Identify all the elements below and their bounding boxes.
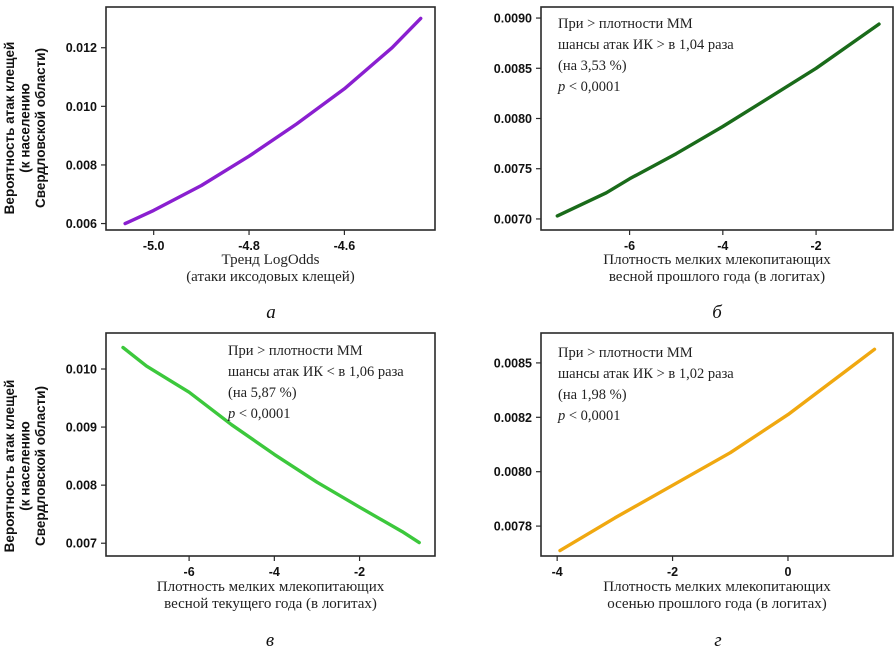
y-tick-label: 0.0090	[494, 12, 532, 26]
p-symbol: p	[557, 408, 565, 424]
panel-letter: а	[266, 302, 276, 323]
annotation-line: (на 1,98 %)	[558, 387, 627, 403]
p-threshold: < 0,0001	[565, 79, 620, 95]
panel-a: -5.0 -4.8 -4.6 0.006 0.008 0.010 0.012 Тренд Lo…	[2, 6, 436, 323]
y-axis-label-line: Вероятность атак клещей	[2, 42, 17, 215]
x-axis-label: (атаки иксодовых клещей)	[186, 269, 355, 285]
x-axis-label: весной прошлого года (в логитах)	[609, 269, 825, 285]
series-line	[121, 345, 421, 545]
annotation-line: (на 3,53 %)	[558, 58, 627, 74]
p-threshold: < 0,0001	[565, 408, 620, 424]
x-tick-label: -2	[811, 239, 822, 253]
annotation-line: шансы атак ИК < в 1,06 раза	[228, 364, 404, 380]
annotation-p-value: p < 0,0001	[557, 79, 621, 95]
y-tick-label: 0.009	[66, 421, 97, 435]
panel-letter: г	[714, 630, 721, 650]
x-tick-label: 0	[785, 565, 792, 579]
x-tick-label: -4	[552, 565, 563, 579]
p-symbol: p	[557, 79, 565, 95]
y-axis-label-line: (к населению	[18, 421, 33, 511]
x-tick-label: -6	[624, 239, 635, 253]
x-axis-label: весной текущего года (в логитах)	[164, 596, 377, 612]
p-symbol: p	[227, 406, 235, 422]
annotation-line: При > плотности ММ	[558, 345, 693, 361]
y-axis-label-line: Свердловской области)	[33, 386, 48, 546]
panel-v: -6 -4 -2 0.007 0.008 0.009 0.010 Плотность мелк…	[2, 332, 436, 650]
annotation-line: При > плотности ММ	[228, 343, 363, 359]
annotation-p-value: p < 0,0001	[227, 406, 291, 422]
y-tick-label: 0.008	[66, 479, 97, 493]
y-tick-label: 0.008	[66, 158, 97, 172]
y-tick-label: 0.010	[66, 100, 97, 114]
y-tick-label: 0.010	[66, 363, 97, 377]
y-tick-label: 0.007	[66, 537, 97, 551]
y-tick-label: 0.0085	[494, 62, 532, 76]
series-line	[558, 347, 877, 553]
y-tick-label: 0.0078	[494, 520, 532, 534]
x-tick-label: -5.0	[143, 239, 165, 253]
plot-frame	[105, 332, 436, 557]
y-tick-label: 0.012	[66, 41, 97, 55]
series-line	[123, 16, 423, 226]
y-axis-label-line: Вероятность атак клещей	[2, 380, 17, 553]
x-tick-label: -4	[269, 565, 280, 579]
annotation-line: шансы атак ИК > в 1,02 раза	[558, 366, 734, 382]
y-axis-label-line: Свердловской области)	[33, 48, 48, 208]
y-axis-label: Вероятность атак клещей (к населению Сверд…	[2, 42, 48, 215]
y-tick-label: 0.0070	[494, 212, 532, 226]
panel-letter: б	[712, 302, 723, 323]
y-axis-label-line: (к населению	[18, 83, 33, 173]
panel-b: -6 -4 -2 0.0070 0.0075 0.0080 0.0085 0.0090 Плот…	[494, 6, 894, 323]
y-tick-label: 0.0080	[494, 465, 532, 479]
plot-frame	[540, 332, 894, 557]
annotation-line: (на 5,87 %)	[228, 385, 297, 401]
annotation-p-value: p < 0,0001	[557, 408, 621, 424]
x-tick-label: -4.6	[334, 239, 356, 253]
y-tick-label: 0.0082	[494, 411, 532, 425]
y-tick-label: 0.0075	[494, 162, 532, 176]
series-line	[555, 22, 881, 218]
x-axis-label: осенью прошлого года (в логитах)	[607, 596, 827, 612]
y-tick-label: 0.0085	[494, 356, 532, 370]
y-tick-label: 0.006	[66, 217, 97, 231]
x-axis-label: Плотность мелких млекопитающих	[157, 579, 385, 595]
x-axis-label: Плотность мелких млекопитающих	[603, 579, 831, 595]
panel-letter: в	[266, 630, 274, 650]
plot-frame	[105, 6, 436, 231]
x-tick-label: -2	[354, 565, 365, 579]
x-tick-label: -6	[184, 565, 195, 579]
panel-g: -4 -2 0 0.0078 0.0080 0.0082 0.0085 Плотность м…	[494, 332, 894, 650]
x-axis-label: Плотность мелких млекопитающих	[603, 252, 831, 268]
annotation-line: шансы атак ИК > в 1,04 раза	[558, 37, 734, 53]
x-tick-label: -2	[667, 565, 678, 579]
x-tick-label: -4.8	[238, 239, 260, 253]
y-tick-label: 0.0080	[494, 112, 532, 126]
annotation-line: При > плотности ММ	[558, 16, 693, 32]
p-threshold: < 0,0001	[235, 406, 290, 422]
x-axis-label: Тренд LogOdds	[222, 252, 320, 268]
x-tick-label: -4	[717, 239, 728, 253]
y-axis-label: Вероятность атак клещей (к населению Сверд…	[2, 380, 48, 553]
